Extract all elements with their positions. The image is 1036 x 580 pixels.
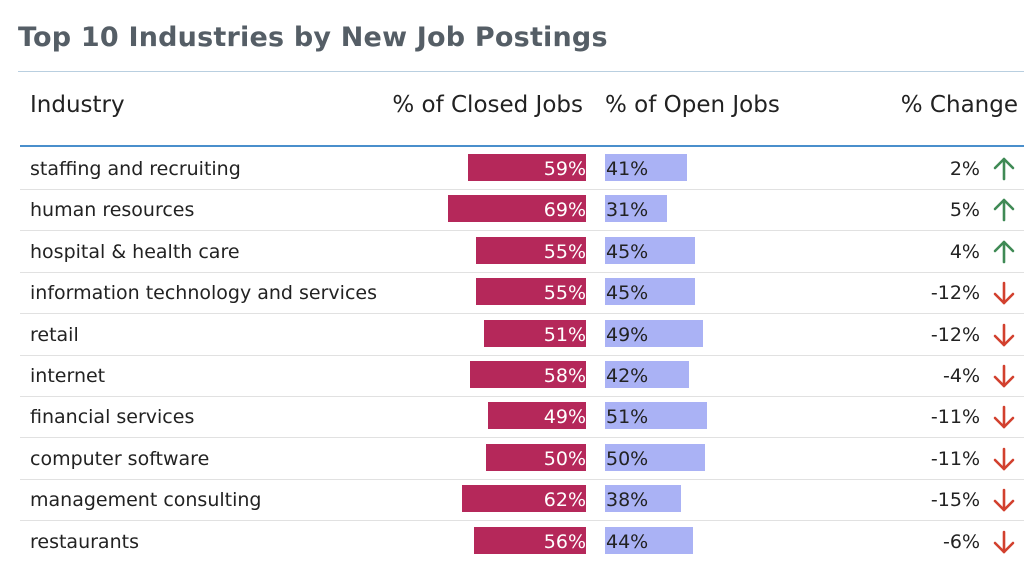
change-value: 5%: [949, 199, 980, 222]
closed-jobs-bar: [474, 526, 586, 554]
change-value: -11%: [930, 406, 980, 429]
open-jobs-value: 49%: [606, 323, 649, 346]
table-row: internet 58% 42% -4%: [0, 356, 1036, 397]
row-divider: [20, 313, 1024, 315]
row-divider: [20, 230, 1024, 232]
closed-jobs-value: 62%: [543, 489, 586, 512]
table-row: retail 51% 49% -12%: [0, 315, 1036, 356]
open-jobs-bar: [605, 402, 707, 430]
arrow-up-icon: [993, 199, 1015, 222]
row-divider: [20, 520, 1024, 522]
open-jobs-bar: [605, 443, 705, 471]
table-row: financial services 49% 51% -11%: [0, 397, 1036, 439]
open-jobs-value: 45%: [606, 282, 649, 305]
closed-jobs-value: 69%: [543, 199, 586, 222]
industry-label: human resources: [30, 199, 195, 222]
open-jobs-value: 31%: [606, 199, 649, 222]
arrow-down-icon: [993, 364, 1015, 388]
row-divider: [20, 189, 1024, 190]
open-jobs-bar: [605, 154, 687, 181]
industry-label: restaurants: [30, 530, 139, 553]
change-value: -6%: [943, 530, 980, 553]
table-row: human resources 69% 31% 5%: [0, 190, 1036, 232]
table-row: staffing and recruiting 59% 41% 2%: [0, 149, 1036, 190]
arrow-down-icon: [993, 406, 1015, 429]
change-value: -4%: [943, 365, 980, 387]
arrow-up-icon: [993, 240, 1015, 264]
open-jobs-bar: [605, 236, 695, 264]
open-jobs-bar: [605, 526, 693, 554]
change-value: 2%: [949, 158, 980, 180]
closed-jobs-value: 51%: [543, 323, 586, 346]
open-jobs-value: 45%: [606, 240, 649, 263]
change-value: -12%: [930, 323, 980, 346]
open-jobs-bar: [605, 278, 695, 306]
closed-jobs-bar: [488, 402, 586, 430]
table-row: restaurants 56% 44% -6%: [0, 522, 1036, 563]
industry-label: retail: [30, 323, 79, 346]
column-header-closed-jobs: % of Closed Jobs: [392, 92, 583, 118]
arrow-down-icon: [993, 281, 1015, 305]
header-divider: [20, 145, 1024, 147]
row-divider: [20, 354, 1024, 356]
closed-jobs-value: 49%: [543, 406, 586, 429]
column-header-open-jobs: % of Open Jobs: [605, 92, 780, 118]
industry-label: financial services: [30, 406, 195, 429]
table-row: hospital & health care 55% 45% 4%: [0, 232, 1036, 273]
table-row: management consulting 62% 38% -15%: [0, 480, 1036, 522]
open-jobs-value: 51%: [606, 406, 649, 429]
industry-label: information technology and services: [30, 282, 377, 305]
change-value: 4%: [949, 240, 980, 263]
open-jobs-bar: [605, 319, 703, 347]
closed-jobs-value: 58%: [543, 365, 586, 387]
open-jobs-value: 41%: [606, 158, 649, 180]
closed-jobs-bar: [476, 278, 586, 306]
closed-jobs-bar: [468, 154, 586, 181]
change-value: -12%: [930, 282, 980, 305]
column-header-change: % Change: [900, 92, 1018, 118]
closed-jobs-value: 55%: [543, 240, 586, 263]
closed-jobs-bar: [470, 361, 586, 388]
chart-title: Top 10 Industries by New Job Postings: [18, 22, 608, 53]
arrow-up-icon: [993, 157, 1015, 181]
arrow-down-icon: [993, 530, 1015, 553]
open-jobs-bar: [605, 361, 689, 388]
closed-jobs-bar: [476, 236, 586, 264]
open-jobs-value: 50%: [606, 447, 649, 470]
table-row: information technology and services 55% 45…: [0, 273, 1036, 315]
closed-jobs-bar: [484, 319, 586, 347]
closed-jobs-value: 55%: [543, 282, 586, 305]
industry-label: staffing and recruiting: [30, 158, 241, 180]
arrow-down-icon: [993, 447, 1015, 471]
row-divider: [20, 478, 1024, 480]
industry-label: computer software: [30, 447, 210, 470]
row-divider: [20, 396, 1024, 397]
closed-jobs-bar: [448, 195, 586, 223]
closed-jobs-value: 59%: [543, 158, 586, 180]
closed-jobs-value: 56%: [543, 530, 586, 553]
open-jobs-value: 44%: [606, 530, 649, 553]
closed-jobs-value: 50%: [543, 447, 586, 470]
arrow-down-icon: [993, 488, 1015, 512]
row-divider: [20, 437, 1024, 439]
open-jobs-value: 38%: [606, 489, 649, 512]
industry-label: management consulting: [30, 489, 262, 512]
closed-jobs-bar: [462, 485, 586, 513]
change-value: -15%: [930, 489, 980, 512]
open-jobs-bar: [605, 485, 681, 513]
arrow-down-icon: [993, 323, 1015, 346]
change-value: -11%: [930, 447, 980, 470]
closed-jobs-bar: [486, 443, 586, 471]
industry-label: internet: [30, 365, 106, 387]
column-header-industry: Industry: [30, 92, 125, 118]
row-divider: [20, 271, 1024, 273]
industry-label: hospital & health care: [30, 240, 240, 263]
open-jobs-bar: [605, 195, 667, 223]
title-divider: [18, 71, 1024, 72]
table-row: computer software 50% 50% -11%: [0, 439, 1036, 480]
open-jobs-value: 42%: [606, 365, 649, 387]
